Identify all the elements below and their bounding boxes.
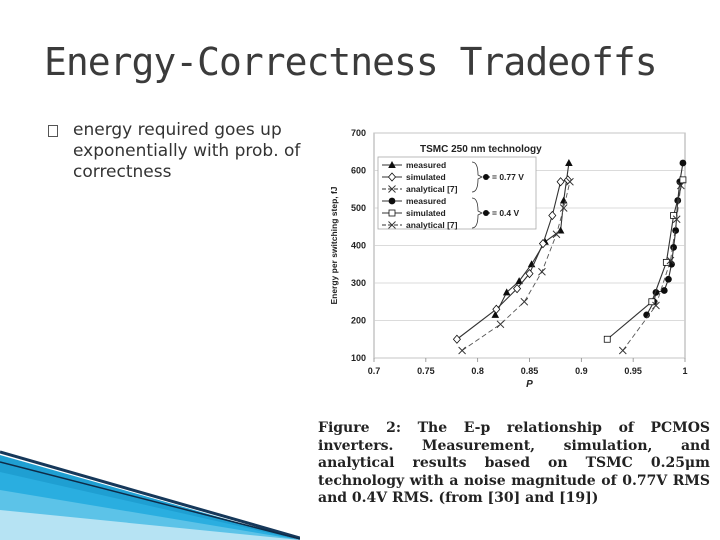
bullet-box-icon: [48, 125, 58, 137]
data-point-series-4: [670, 212, 677, 219]
marker-x-stroke: [652, 301, 660, 310]
data-point-series-1: [492, 304, 501, 314]
legend-entry-label: simulated: [406, 208, 446, 218]
y-tick-label: 700: [351, 128, 366, 138]
data-point-series-0: [491, 310, 500, 318]
energy-probability-chart: 100 200 300 400 500 600 700 0.7 0.75 0.8 0.85 0.9 0.…: [329, 128, 688, 387]
x-tick-label: 0.8: [471, 366, 484, 376]
legend-marker: [388, 209, 396, 217]
data-point-series-2: [520, 297, 529, 306]
chart-title: TSMC 250 nm technology: [420, 144, 542, 155]
marker-x-stroke: [538, 267, 546, 276]
data-point-series-5: [666, 256, 675, 265]
data-point-series-2: [559, 204, 568, 212]
data-point-series-4: [679, 176, 687, 184]
data-point-series-1: [548, 210, 557, 221]
legend-entry-label: measured: [406, 196, 446, 206]
data-point-series-2: [496, 320, 505, 329]
marker-x-stroke: [520, 297, 529, 306]
data-point-series-3: [668, 260, 675, 268]
series-line-1: [456, 179, 568, 340]
marker-x-stroke: [666, 256, 675, 265]
y-tick-label: 300: [351, 278, 366, 288]
slide-title: Energy-Correctness Tradeoffs: [44, 40, 658, 84]
legend-marker: [387, 172, 397, 182]
legend-group-label: = 0.4 V: [492, 208, 520, 218]
marker-x-stroke: [559, 204, 568, 212]
data-point-series-3: [672, 227, 680, 234]
y-axis-label: Energy per switching step, fJ: [329, 186, 339, 304]
data-point-series-2: [538, 267, 546, 276]
x-tick-label: 0.75: [417, 366, 435, 376]
x-tick-label: 1: [682, 366, 687, 376]
data-point-series-0: [515, 277, 523, 285]
legend-box: [377, 156, 537, 230]
x-axis-label: P: [526, 379, 533, 387]
figure-caption: Figure 2: The E-p relationship of PCMOS …: [318, 420, 710, 508]
bullet-text: energy required goes up exponentially wi…: [73, 120, 301, 182]
x-tick-label: 0.85: [521, 366, 539, 376]
legend-entry-label: analytical [7]: [406, 184, 458, 194]
legend-group-label: = 0.77 V: [492, 172, 524, 182]
marker-x-stroke: [496, 320, 505, 329]
y-tick-label: 500: [351, 203, 366, 213]
x-tick-label: 0.7: [368, 366, 381, 376]
data-point-series-1: [452, 334, 461, 344]
y-tick-label: 600: [351, 166, 366, 176]
marker-x-stroke: [677, 181, 685, 190]
legend-marker: [388, 221, 396, 229]
data-point-series-1: [556, 177, 565, 187]
data-point-series-3: [660, 287, 668, 294]
marker-x-stroke: [458, 346, 466, 355]
data-point-series-3: [670, 243, 677, 251]
data-point-series-1: [525, 269, 534, 279]
data-point-series-5: [618, 346, 627, 355]
data-point-series-0: [565, 159, 573, 166]
data-point-series-5: [677, 181, 685, 190]
data-point-series-2: [566, 177, 574, 186]
x-tick-label: 0.95: [624, 366, 642, 376]
decorative-corner-graphic: [0, 450, 300, 540]
series-line-5: [622, 185, 682, 351]
marker-x-stroke: [618, 346, 627, 355]
legend-marker: [388, 161, 396, 168]
data-point-series-5: [652, 301, 660, 310]
data-point-series-4: [662, 258, 670, 266]
data-point-series-2: [552, 230, 561, 239]
y-tick-label: 200: [351, 316, 366, 326]
marker-x-stroke: [388, 221, 396, 229]
legend-entry-label: simulated: [406, 172, 446, 182]
data-point-series-2: [458, 346, 466, 355]
legend-marker: [388, 197, 396, 205]
y-tick-label: 400: [351, 241, 366, 251]
legend-entry-label: analytical [7]: [406, 220, 458, 230]
data-point-series-3: [679, 159, 687, 167]
marker-x-stroke: [672, 215, 681, 224]
x-tick-label: 0.9: [575, 366, 588, 376]
data-point-series-0: [502, 288, 511, 296]
marker-x-stroke: [552, 230, 561, 239]
legend-entry-label: measured: [406, 160, 446, 170]
data-point-series-3: [665, 275, 672, 283]
figure-caption-text: Figure 2: The E-p relationship of PCMOS …: [318, 420, 715, 506]
marker-x-stroke: [566, 177, 574, 186]
legend-marker: [388, 185, 396, 193]
data-point-series-5: [672, 215, 681, 224]
data-point-series-4: [648, 298, 656, 306]
data-point-series-4: [603, 335, 611, 343]
y-tick-label: 100: [351, 353, 366, 363]
data-point-series-1: [538, 239, 548, 249]
legend-brace: [471, 161, 483, 193]
legend-brace: [471, 197, 483, 229]
data-point-series-1: [513, 284, 522, 294]
marker-x-stroke: [388, 185, 396, 193]
